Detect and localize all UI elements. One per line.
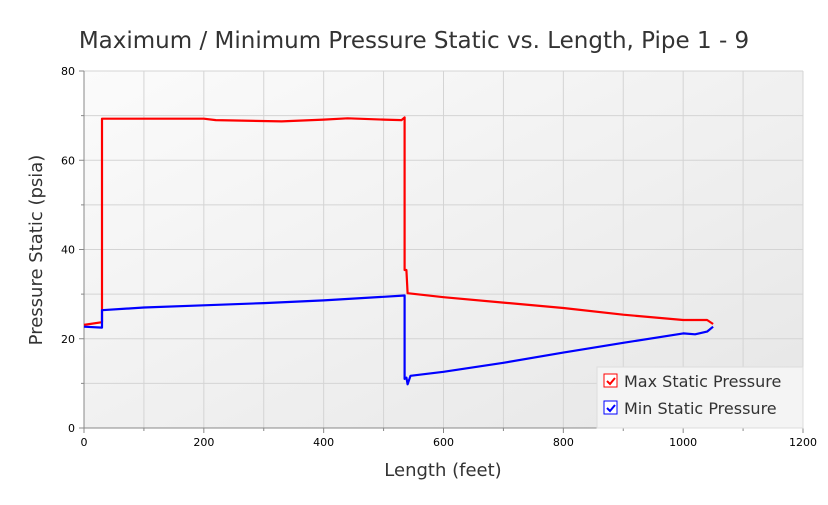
y-tick-label: 0 <box>68 422 75 435</box>
x-tick-label: 600 <box>433 436 454 449</box>
x-tick-label: 1200 <box>789 436 817 449</box>
x-tick-label: 400 <box>313 436 334 449</box>
legend-label: Min Static Pressure <box>624 399 777 418</box>
y-axis-label: Pressure Static (psia) <box>26 155 47 346</box>
ticks: 0 200 400 600 800 1000 1200 0 20 40 60 80 <box>61 65 817 449</box>
legend-box <box>596 366 804 429</box>
series-line-min <box>83 294 714 386</box>
legend-item-min[interactable]: Min Static Pressure <box>603 399 777 418</box>
legend: Max Static Pressure Min Static Pressure <box>596 366 804 429</box>
x-tick-label: 1000 <box>669 436 697 449</box>
legend-item-max[interactable]: Max Static Pressure <box>603 372 781 391</box>
y-tick-label: 60 <box>61 154 75 167</box>
chart-title: Maximum / Minimum Pressure Static vs. Le… <box>79 28 749 54</box>
checkbox-icon[interactable] <box>603 400 618 415</box>
y-tick-label: 80 <box>61 65 75 78</box>
y-tick-label: 20 <box>61 333 75 346</box>
series-line-max <box>83 116 714 326</box>
checkbox-icon[interactable] <box>603 373 618 388</box>
series-group <box>83 116 714 386</box>
x-tick-label: 0 <box>81 436 88 449</box>
x-axis-label: Length (feet) <box>384 460 501 481</box>
x-tick-label: 800 <box>553 436 574 449</box>
check-icon <box>606 404 616 413</box>
y-tick-label: 40 <box>61 244 75 257</box>
legend-label: Max Static Pressure <box>624 372 781 391</box>
x-tick-label: 200 <box>193 436 214 449</box>
check-icon <box>606 377 616 386</box>
